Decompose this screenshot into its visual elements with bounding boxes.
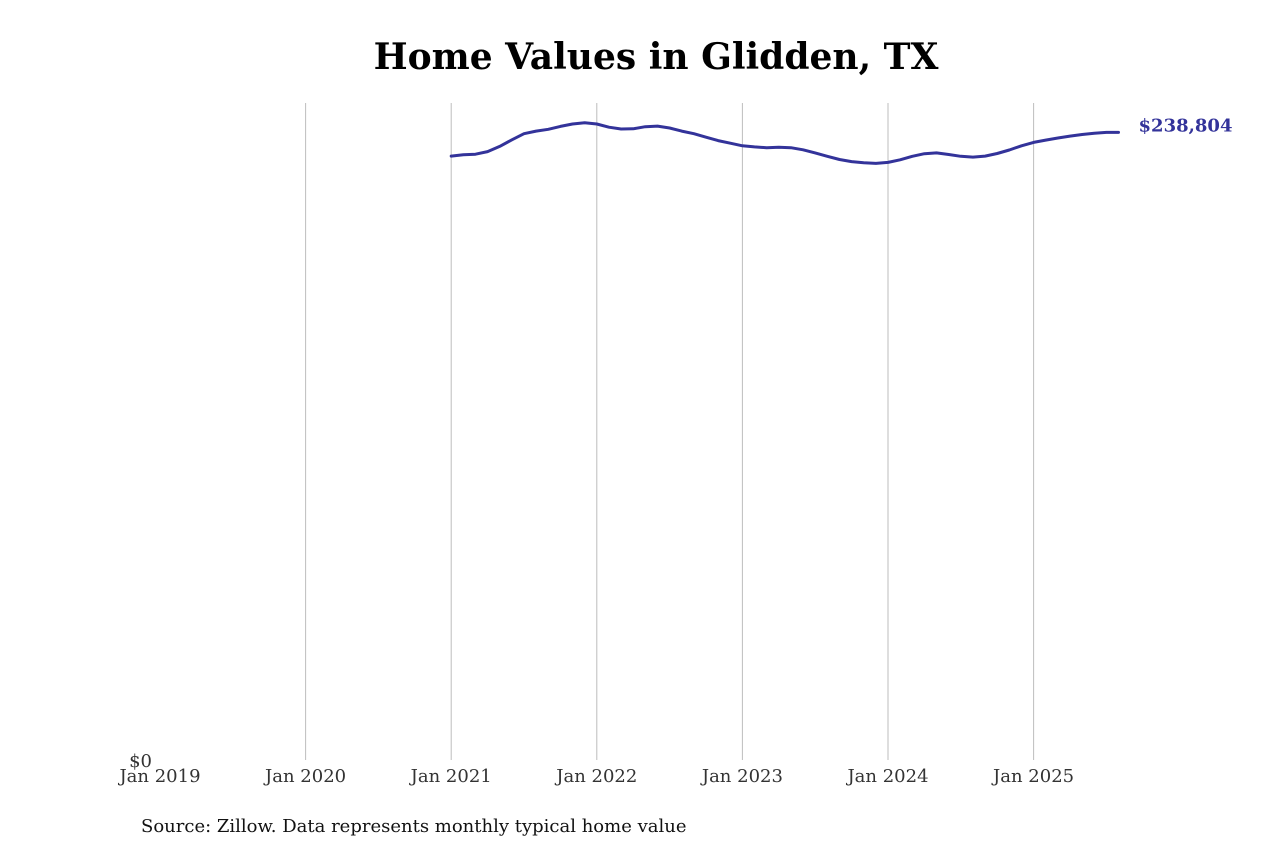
x-tick-label: Jan 2019 (117, 766, 200, 787)
x-tick-label: Jan 2022 (554, 766, 637, 787)
x-tick-label: Jan 2024 (845, 766, 928, 787)
end-value-label: $238,804 (1139, 115, 1233, 136)
x-tick-label: Jan 2020 (263, 766, 346, 787)
source-note: Source: Zillow. Data represents monthly … (141, 816, 687, 837)
gridlines (305, 103, 1035, 760)
x-tick-label: Jan 2021 (409, 766, 492, 787)
series-line (449, 121, 1120, 165)
axis-ticks: Jan 2019 Jan 2020 Jan 2021 Jan 2022 Jan 2023… (117, 751, 1074, 787)
x-tick-label: Jan 2023 (700, 766, 783, 787)
series-layer: $238,804 (449, 115, 1233, 165)
chart-title: Home Values in Glidden, TX (373, 36, 939, 78)
x-tick-label: Jan 2025 (991, 766, 1074, 787)
y-tick-label: $0 (129, 751, 152, 772)
